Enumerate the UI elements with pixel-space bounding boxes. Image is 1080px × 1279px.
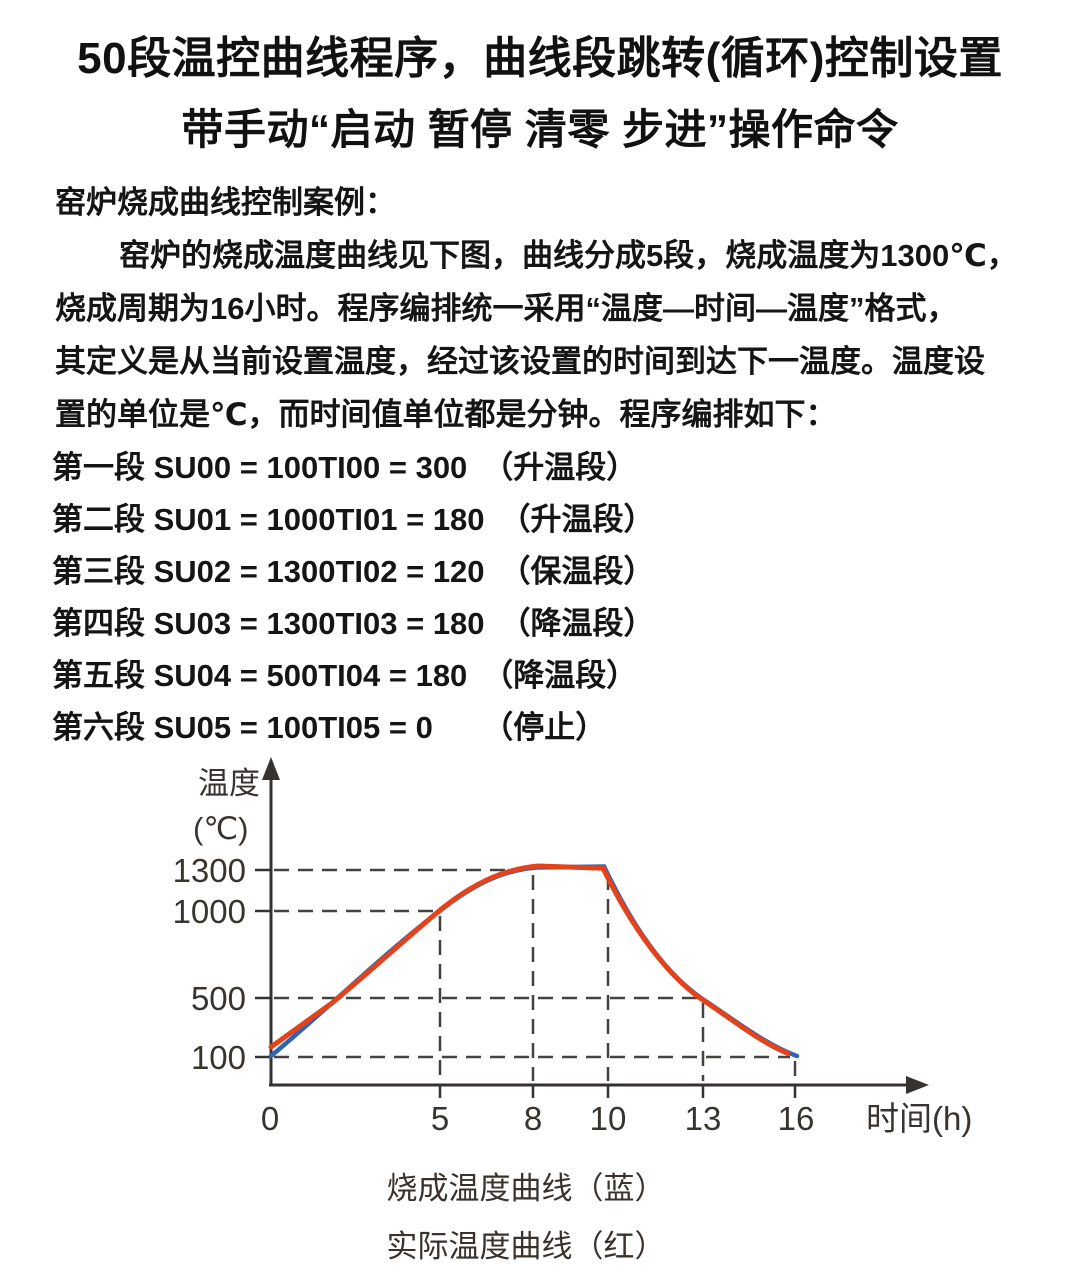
page-subtitle: 带手动“启动 暂停 清零 步进”操作命令 (181, 106, 899, 153)
segment-note: （保温段） (499, 554, 655, 589)
segment-note: （停止） (482, 710, 607, 745)
segment-note: （降温段） (499, 606, 655, 641)
y-axis-unit: (℃) (193, 811, 248, 846)
segment-note: （升温段） (499, 502, 655, 537)
segment-su-value: 第一段 SU00 = 100 (52, 450, 319, 485)
program-line: 第四段 SU03 = 1300 TI03 = 180 （降温段） (52, 598, 1032, 650)
intro-line-1: 窑炉的烧成温度曲线见下图，曲线分成5段，烧成温度为1300℃， (119, 238, 1018, 273)
segment-ti-value: TI01 = 180 (335, 502, 485, 537)
y-tick-label-500: 500 (191, 980, 246, 1017)
y-tick-label-1000: 1000 (173, 893, 246, 930)
program-line: 第五段 SU04 = 500 TI04 = 180 （降温段） (52, 650, 1032, 702)
dashed-guides (274, 868, 797, 1081)
y-axis-arrow-icon (262, 757, 280, 780)
y-tick-label-1300: 1300 (173, 852, 246, 889)
segment-su-value: 第四段 SU03 = 1300 (52, 606, 336, 641)
segment-ti-value: TI00 = 300 (318, 450, 468, 485)
y-axis-title: 温度 (198, 766, 260, 801)
legend-blue-label: 烧成温度曲线（蓝） (386, 1171, 666, 1206)
x-tick-label-13: 13 (685, 1100, 722, 1137)
segment-note: （升温段） (482, 450, 638, 485)
actual-curve-red (268, 863, 791, 1056)
segment-note: （降温段） (482, 658, 638, 693)
x-axis-title: 时间(h) (866, 1100, 972, 1137)
segment-ti-value: TI03 = 180 (335, 606, 485, 641)
program-line: 第二段 SU01 = 1000 TI01 = 180 （升温段） (52, 494, 1032, 546)
program-line: 第一段 SU00 = 100 TI00 = 300 （升温段） (52, 442, 1032, 494)
segment-ti-value: TI04 = 180 (318, 658, 468, 693)
chart-legend: 烧成温度曲线（蓝） 实际温度曲线（红） (0, 1160, 1066, 1276)
x-tick-label-8: 8 (524, 1100, 542, 1137)
segment-ti-value: TI02 = 120 (335, 554, 485, 589)
y-tick-label-100: 100 (191, 1039, 246, 1076)
segment-ti-value: TI05 = 0 (318, 710, 433, 745)
x-tick-label-10: 10 (590, 1100, 627, 1137)
temperature-curve-chart: 温度 (℃) 时间(h) 1300 1000 500 100 0 5 8 10 … (173, 757, 972, 1137)
intro-section: 窑炉烧成曲线控制案例： 窑炉的烧成温度曲线见下图，曲线分成5段，烧成温度为130… (55, 176, 1023, 441)
axes (269, 774, 910, 1087)
x-tick-label-16: 16 (778, 1100, 815, 1137)
program-line: 第六段 SU05 = 100 TI05 = 0 （停止） (52, 702, 1032, 754)
page-title: 50段温控曲线程序，曲线段跳转(循环)控制设置 (77, 34, 1003, 83)
tick-marks (255, 868, 797, 1098)
x-tick-label-0: 0 (261, 1100, 279, 1137)
intro-line-4: 置的单位是℃，而时间值单位都是分钟。程序编排如下： (55, 397, 837, 432)
program-line: 第三段 SU02 = 1300 TI02 = 120 （保温段） (52, 546, 1032, 598)
legend-red-label: 实际温度曲线（红） (386, 1229, 666, 1264)
case-heading: 窑炉烧成曲线控制案例： (55, 185, 396, 220)
segment-su-value: 第六段 SU05 = 100 (52, 710, 319, 745)
intro-line-2: 烧成周期为16小时。程序编排统一采用“温度—时间—温度”格式， (55, 291, 958, 326)
x-axis-arrow-icon (906, 1076, 929, 1094)
intro-line-3: 其定义是从当前设置温度，经过该设置的时间到达下一温度。温度设 (55, 344, 985, 379)
x-tick-label-5: 5 (431, 1100, 449, 1137)
segment-su-value: 第五段 SU04 = 500 (52, 658, 319, 693)
segment-su-value: 第三段 SU02 = 1300 (52, 554, 336, 589)
segment-su-value: 第二段 SU01 = 1000 (52, 502, 336, 537)
program-list: 第一段 SU00 = 100 TI00 = 300 （升温段） 第二段 SU01… (52, 442, 1032, 754)
